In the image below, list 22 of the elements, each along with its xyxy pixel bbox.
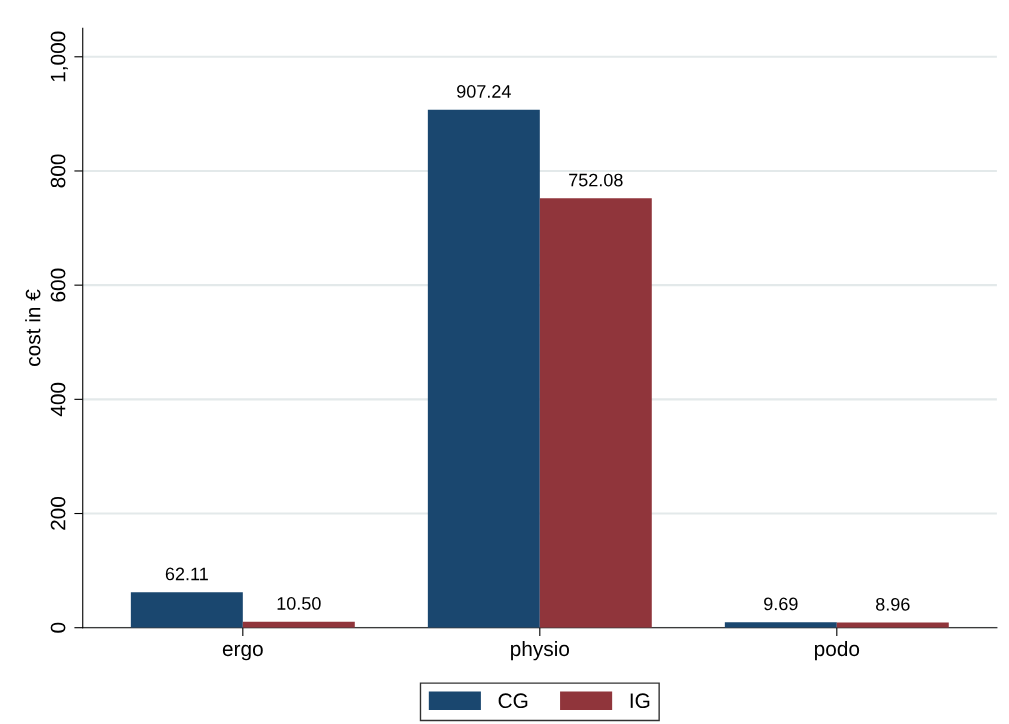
legend-label: CG xyxy=(498,693,528,709)
data-label: 8.96 xyxy=(876,597,910,611)
legend-label: IG xyxy=(630,693,650,709)
y-tick-label: 600 xyxy=(50,268,66,302)
y-tick-label: 400 xyxy=(50,382,66,417)
data-label: 752.08 xyxy=(569,173,623,187)
y-tick-label: 0 xyxy=(50,622,66,633)
bar xyxy=(539,198,652,628)
y-tick-label: 200 xyxy=(50,496,66,530)
y-axis-title: cost in € xyxy=(25,289,41,366)
x-tick-label: podo xyxy=(814,640,860,661)
x-tick-label: physio xyxy=(511,640,570,661)
y-tick-label: 1,000 xyxy=(50,31,68,82)
data-label: 907.24 xyxy=(457,85,511,98)
y-tick-label: 800 xyxy=(50,154,66,188)
bar xyxy=(724,622,837,628)
data-label: 9.69 xyxy=(764,597,798,611)
bar xyxy=(130,592,243,628)
x-tick-label: ergo xyxy=(222,644,263,661)
data-label: 10.50 xyxy=(277,597,321,610)
data-label: 62.11 xyxy=(165,567,208,581)
bar xyxy=(427,109,540,628)
